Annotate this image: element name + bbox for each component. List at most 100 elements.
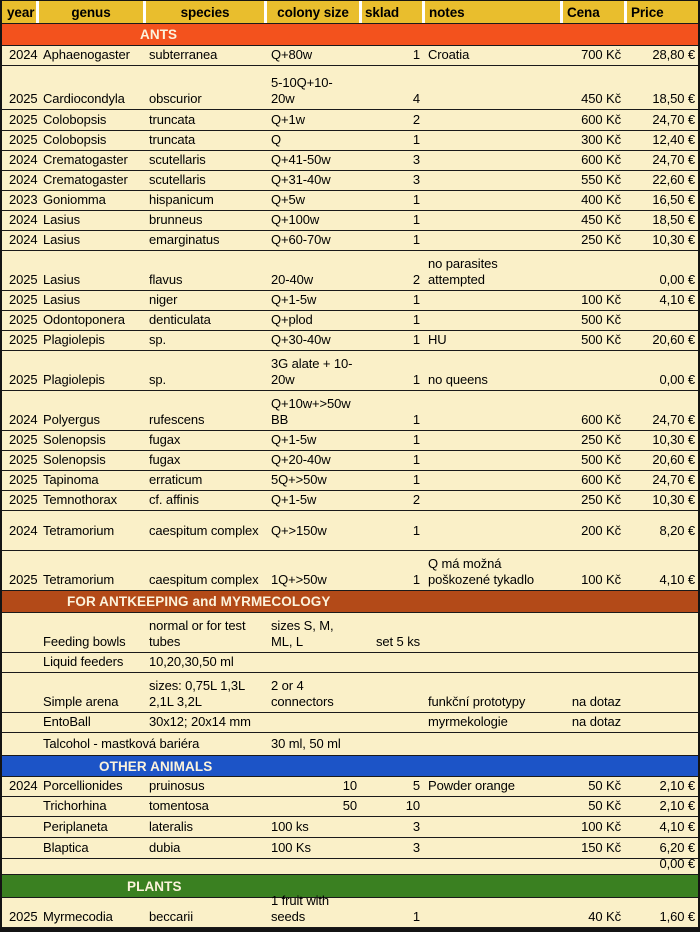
cell-price: 24,70 € [652, 412, 695, 427]
cell-sklad: 2 [412, 272, 420, 287]
cell-genus: Simple arena [43, 694, 119, 709]
cell-year: 2025 [9, 432, 38, 447]
cell-colony-size: Q+5w [271, 192, 305, 207]
column-header-genus: genus [39, 1, 146, 23]
cell-colony-size: Q+1-5w [271, 432, 317, 447]
table-row: 2024 Polyergus rufescens Q+10w+>50w BB 1 600 … [2, 391, 698, 431]
cell-notes [425, 653, 563, 672]
table-row: 2025 Tapinoma erraticum 5Q+>50w 1 600 Kč 24,70… [2, 471, 698, 491]
cell-species: fugax [149, 432, 181, 447]
cell-sklad [362, 653, 425, 672]
cell-colony-size: Q+80w [271, 47, 313, 62]
table-row: Trichorhina tomentosa 50 10 50 Kč 2,10 € [2, 797, 698, 817]
cell-sklad: 1 [412, 522, 420, 538]
table-row: 2025 Colobopsis truncata Q+1w 2 600 Kč 24,70 € [2, 110, 698, 131]
table-row: 2024 Crematogaster scutellaris Q+31-40w 3 550… [2, 171, 698, 191]
cell-year: 2025 [9, 472, 38, 487]
cell-sklad: 1 [412, 452, 420, 467]
cell-sklad: 1 [412, 292, 420, 307]
cell-sklad: 2 [412, 112, 420, 127]
cell-genus: Plagiolepis [43, 332, 105, 347]
cell-colony-size: 100 ks [271, 819, 309, 834]
section-row-for-antkeeping-and-myrmecology: FOR ANTKEEPING and MYRMECOLOGY [2, 591, 698, 613]
cell-genus: Plagiolepis [43, 372, 105, 387]
cell-price [627, 733, 698, 755]
cell-notes [425, 451, 563, 470]
cell-genus: Lasius [43, 272, 80, 287]
table-row: 2025 Odontoponera denticulata Q+plod 1 500 Kč [2, 311, 698, 331]
cell-genus: Lasius [43, 212, 80, 227]
section-row-other-animals: OTHER ANIMALS [2, 756, 698, 777]
cell-price: 4,10 € [659, 572, 695, 587]
section-title: FOR ANTKEEPING and MYRMECOLOGY [67, 594, 331, 609]
cell-price [627, 673, 698, 712]
cell-year: 2024 [9, 152, 38, 167]
cell-colony-size: 2 or 4 connectors [271, 678, 334, 709]
cell-colony-size: Q [271, 132, 282, 147]
cell-year: 2025 [9, 372, 38, 387]
cell-price: 0,00 € [659, 856, 695, 871]
cell-species: cf. affinis [149, 492, 199, 507]
table-row: 2025 Colobopsis truncata Q 1 300 Kč 12,40 € [2, 131, 698, 151]
cell-notes: Croatia [428, 47, 470, 62]
table-row: 2025 Temnothorax cf. affinis Q+1-5w 2 250 Kč 1… [2, 491, 698, 511]
cell-genus: Porcellionides [43, 778, 123, 793]
cell-genus: Solenopsis [43, 432, 106, 447]
cell-price: 20,60 € [652, 332, 695, 347]
cell-colony-size: Q+60-70w [271, 232, 331, 247]
table-row: 2025 Solenopsis fugax Q+20-40w 1 500 Kč 20,60 … [2, 451, 698, 471]
cell-year: 2023 [9, 192, 38, 207]
cell-year: 2024 [9, 412, 38, 427]
cell-colony-size: 5-10Q+10- 20w [271, 75, 333, 106]
table-row: 2024 Tetramorium caespitum complex Q+>150w 1… [2, 511, 698, 551]
cell-cena: 700 Kč [581, 47, 621, 62]
cell-notes [425, 131, 563, 150]
table-row: 2025 Lasius flavus 20-40w 2 no parasites atte… [2, 251, 698, 291]
cell-sklad: 1 [412, 232, 420, 247]
cell-sklad: 3 [412, 819, 420, 834]
cell-colony-size: Q+100w [271, 212, 320, 227]
cell-genus: Liquid feeders [43, 654, 124, 669]
cell-price: 10,30 € [652, 492, 695, 507]
cell-sklad: 1 [412, 212, 420, 227]
cell-colony-size: Q+plod [271, 312, 313, 327]
cell-genus: Cardiocondyla [43, 91, 125, 106]
cell-year: 2024 [9, 778, 38, 793]
cell-cena: 600 Kč [581, 412, 621, 427]
cell-species: brunneus [149, 212, 203, 227]
table-row: Periplaneta lateralis 100 ks 3 100 Kč 4,10 € [2, 817, 698, 838]
cell-sklad: 3 [412, 152, 420, 167]
cell-cena: 500 Kč [581, 332, 621, 347]
cell-year: 2024 [9, 172, 38, 187]
cell-cena: 100 Kč [581, 819, 621, 834]
cell-colony-size: 20-40w [271, 272, 314, 287]
cell-genus: Aphaenogaster [43, 47, 130, 62]
cell-notes [425, 211, 563, 230]
table-row: 2025 Lasius niger Q+1-5w 1 100 Kč 4,10 € [2, 291, 698, 311]
cell-year: 2024 [9, 232, 38, 247]
cell-species: 30x12; 20x14 mm [149, 714, 251, 729]
cell-genus: Colobopsis [43, 112, 107, 127]
cell-species: sp. [149, 332, 167, 347]
cell-year: 2025 [9, 452, 38, 467]
cell-price: 28,80 € [652, 47, 695, 62]
cell-species [146, 859, 267, 874]
cell-species: truncata [149, 112, 196, 127]
table-row: 2024 Aphaenogaster subterranea Q+80w 1 Croati… [2, 46, 698, 66]
cell-price: 2,10 € [659, 798, 695, 813]
section-title: ANTS [140, 27, 178, 42]
cell-sklad: 1 [412, 332, 420, 347]
cell-cena [563, 251, 627, 290]
cell-colony-size: 30 ml, 50 ml [271, 736, 341, 751]
cell-notes: funkční prototypy [428, 694, 526, 709]
cell-colony-size: Q+1w [271, 112, 305, 127]
cell-sklad: 1 [412, 909, 420, 924]
cell-notes: no queens [428, 372, 488, 387]
column-header-species: species [146, 1, 267, 23]
cell-price: 8,20 € [659, 522, 695, 538]
cell-colony-size: 3G alate + 10- 20w [271, 356, 353, 387]
cell-year [2, 613, 39, 652]
cell-genus: Goniomma [43, 192, 106, 207]
table-row: 2024 Lasius emarginatus Q+60-70w 1 250 Kč 10,3… [2, 231, 698, 251]
cell-price: 20,60 € [652, 452, 695, 467]
